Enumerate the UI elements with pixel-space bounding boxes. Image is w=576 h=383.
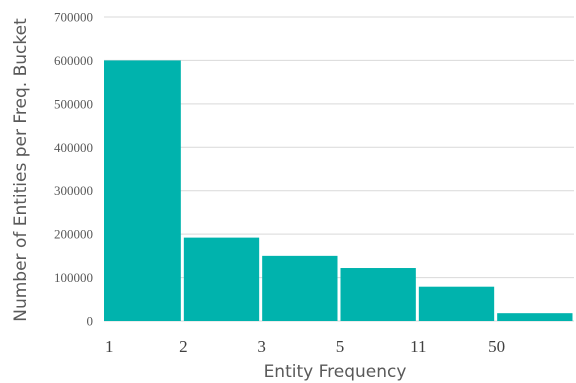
x-tick-label: 50 bbox=[488, 337, 505, 356]
y-tick-label: 300000 bbox=[54, 183, 93, 198]
y-tick-labels: 0 100000 200000 300000 400000 500000 600000 700… bbox=[54, 10, 93, 329]
y-tick-label: 500000 bbox=[54, 96, 93, 111]
bar bbox=[340, 268, 416, 321]
x-tick-labels: 1 2 3 5 11 50 bbox=[105, 337, 505, 356]
y-tick-label: 0 bbox=[87, 314, 94, 329]
bar bbox=[262, 255, 338, 321]
x-tick-label: 2 bbox=[179, 337, 188, 356]
x-tick-label: 3 bbox=[257, 337, 266, 356]
bar bbox=[183, 237, 260, 321]
bar bbox=[497, 313, 573, 321]
bar bbox=[104, 60, 181, 322]
y-tick-label: 600000 bbox=[54, 53, 93, 68]
x-tick-label: 5 bbox=[336, 337, 345, 356]
y-tick-label: 700000 bbox=[54, 10, 93, 25]
y-tick-label: 200000 bbox=[54, 227, 93, 242]
x-tick-label: 11 bbox=[410, 337, 426, 356]
y-tick-label: 400000 bbox=[54, 140, 93, 155]
gridlines bbox=[104, 16, 574, 322]
y-tick-label: 100000 bbox=[54, 270, 93, 285]
x-axis-title: Entity Frequency bbox=[264, 362, 407, 382]
y-axis-title: Number of Entities per Freq. Bucket bbox=[11, 18, 31, 322]
x-tick-label: 1 bbox=[105, 337, 114, 356]
bar bbox=[418, 286, 495, 321]
bars bbox=[104, 60, 573, 322]
